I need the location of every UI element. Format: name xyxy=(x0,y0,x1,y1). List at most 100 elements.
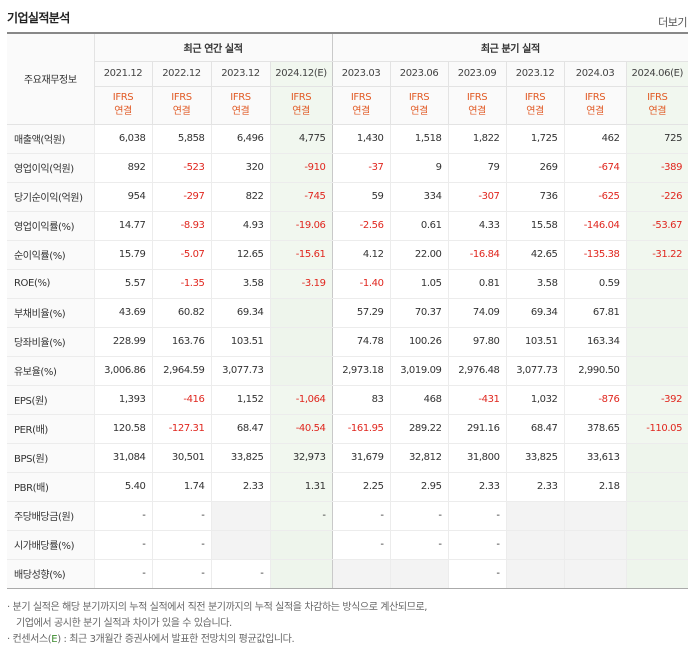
table-cell: 2,973.18 xyxy=(331,356,391,386)
table-cell: -16.84 xyxy=(447,240,507,270)
table-cell: 269 xyxy=(505,153,565,183)
footnote-2-prefix: · 컨센서스( xyxy=(7,634,52,645)
ifrs-label: IFRS xyxy=(171,92,192,103)
footnote-2-suffix: ) : 최근 3개월간 증권사에서 발표한 전망치의 평균값입니다. xyxy=(57,634,295,645)
section-header: 기업실적분석 더보기 xyxy=(7,9,687,29)
row-label: 주당배당금(원) xyxy=(7,500,94,531)
row-label: BPS(원) xyxy=(7,443,94,473)
row-label: PER(배) xyxy=(7,414,94,444)
consolidated-label: 연결 xyxy=(172,106,191,117)
ifrs-label: IFRS xyxy=(647,92,668,103)
table-cell: 31,679 xyxy=(331,443,391,473)
period-header: 2023.03 xyxy=(331,61,391,87)
row-label: 매출액(억원) xyxy=(7,124,94,154)
table-cell: -523 xyxy=(151,153,211,183)
table-cell: 103.51 xyxy=(505,327,565,357)
annual-group-header: 최근 연간 실적 xyxy=(93,33,333,62)
table-cell: 31,084 xyxy=(93,443,152,473)
period-header: 2024.06(E) xyxy=(625,61,689,87)
table-cell: 103.51 xyxy=(210,327,270,357)
table-cell: -416 xyxy=(151,384,211,415)
table-row: 영업이익률(%) 14.77 -8.93 4.93 -19.06 -2.56 0.61 4.3… xyxy=(7,210,689,241)
table-row: 주당배당금(원) - - - - - - xyxy=(7,500,689,531)
table-cell: -910 xyxy=(269,153,333,183)
table-cell xyxy=(269,356,333,386)
table-cell: 2,976.48 xyxy=(447,356,507,386)
table-cell: 79 xyxy=(447,153,507,183)
consolidated-label: 연결 xyxy=(468,106,486,117)
table-row: 유보율(%) 3,006.86 2,964.59 3,077.73 2,973.18 3,… xyxy=(7,356,689,386)
table-cell xyxy=(389,559,449,589)
table-cell: 74.09 xyxy=(447,297,507,328)
section-title: 기업실적분석 xyxy=(7,11,70,25)
row-label: 순이익률(%) xyxy=(7,240,94,270)
ifrs-header: IFRS 연결 xyxy=(151,86,211,125)
ifrs-label: IFRS xyxy=(408,92,430,103)
table-cell: 70.37 xyxy=(389,297,449,328)
corner-label: 주요재무정보 xyxy=(7,33,94,125)
table-cell: 3,077.73 xyxy=(505,356,565,386)
table-cell: 6,496 xyxy=(210,124,270,154)
table-cell: 320 xyxy=(210,153,270,183)
row-label: 영업이익률(%) xyxy=(7,210,94,241)
table-cell: -5.07 xyxy=(151,240,211,270)
table-cell: -745 xyxy=(269,182,333,212)
row-label: 배당성향(%) xyxy=(7,559,94,589)
consolidated-label: 연결 xyxy=(586,106,604,117)
table-cell: 2.33 xyxy=(210,472,270,502)
table-cell: 291.16 xyxy=(447,414,507,444)
table-cell: - xyxy=(389,500,449,531)
table-cell xyxy=(269,297,333,328)
table-cell: 1,725 xyxy=(505,124,565,154)
table-cell: 57.29 xyxy=(331,297,391,328)
table-cell xyxy=(625,356,689,386)
table-cell: 289.22 xyxy=(389,414,449,444)
table-cell: 3,077.73 xyxy=(210,356,270,386)
footnote-1: · 분기 실적은 해당 분기까지의 누적 실적에서 직전 분기까지의 누적 실적… xyxy=(7,602,428,613)
table-cell: 0.81 xyxy=(447,269,507,299)
table-cell: -392 xyxy=(625,384,689,415)
table-cell xyxy=(625,472,689,502)
table-cell: 736 xyxy=(505,182,565,212)
table-cell: 5.40 xyxy=(93,472,152,502)
more-link[interactable]: 더보기 xyxy=(658,16,687,29)
table-cell: 22.00 xyxy=(389,240,449,270)
table-cell: 43.69 xyxy=(93,297,152,328)
table-cell: - xyxy=(93,559,152,589)
table-cell xyxy=(505,559,565,589)
row-label: 당좌비율(%) xyxy=(7,327,94,357)
table-cell: -19.06 xyxy=(269,210,333,241)
row-label: 유보율(%) xyxy=(7,356,94,386)
table-cell xyxy=(563,500,627,531)
table-cell: -431 xyxy=(447,384,507,415)
table-cell: 33,613 xyxy=(563,443,627,473)
ifrs-header: IFRS 연결 xyxy=(269,86,333,125)
table-row: 당기순이익(억원) 954 -297 822 -745 59 334 -307 736 -625-… xyxy=(7,182,689,212)
table-cell xyxy=(625,269,689,299)
table-row: 영업이익(억원) 892 -523 320 -910 -37 9 79 269 -674 -389 xyxy=(7,153,689,183)
table-cell: 954 xyxy=(93,182,152,212)
table-cell: 1,393 xyxy=(93,384,152,415)
table-cell: 1.05 xyxy=(389,269,449,299)
table-cell: 100.26 xyxy=(389,327,449,357)
table-cell: 5,858 xyxy=(151,124,211,154)
table-cell: 15.58 xyxy=(505,210,565,241)
table-cell: 97.80 xyxy=(447,327,507,357)
table-cell: 120.58 xyxy=(93,414,152,444)
table-cell: -1,064 xyxy=(269,384,333,415)
table-cell: 59 xyxy=(331,182,391,212)
table-cell: 228.99 xyxy=(93,327,152,357)
footnote-2: · 컨센서스(E) : 최근 3개월간 증권사에서 발표한 전망치의 평균값입니… xyxy=(7,632,687,648)
period-header: 2022.12 xyxy=(151,61,211,87)
table-cell xyxy=(269,559,333,589)
table-row: 배당성향(%) - - - - xyxy=(7,559,689,589)
table-cell: 2,990.50 xyxy=(563,356,627,386)
table-cell: 4.12 xyxy=(331,240,391,270)
table-cell: 5.57 xyxy=(93,269,152,299)
table-row: 부채비율(%) 43.69 60.82 69.34 57.29 70.37 74.09 69.… xyxy=(7,297,689,328)
period-header: 2024.12(E) xyxy=(269,61,333,87)
table-cell: - xyxy=(151,500,211,531)
table-cell: 74.78 xyxy=(331,327,391,357)
consolidated-label: 연결 xyxy=(231,106,250,117)
quarter-group-header: 최근 분기 실적 xyxy=(331,33,689,62)
